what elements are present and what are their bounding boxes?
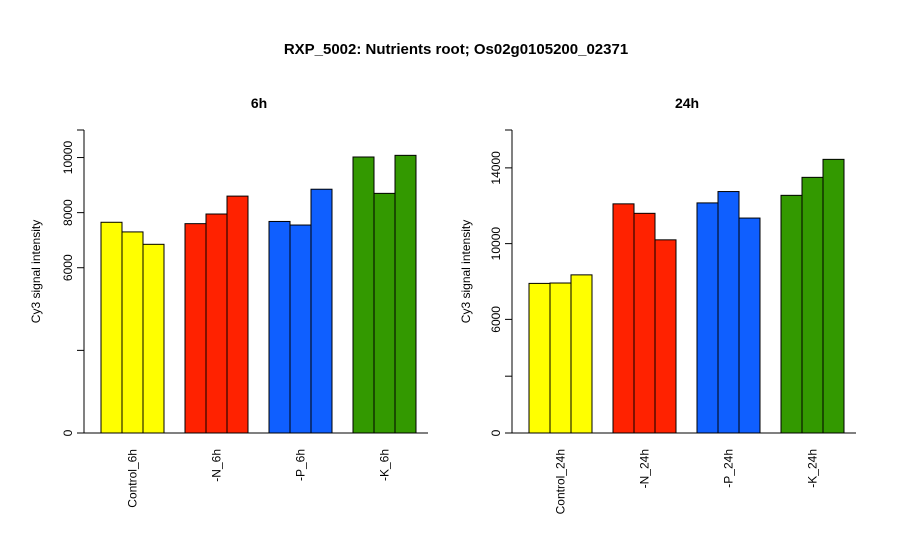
category-label: -P_6h — [294, 449, 308, 481]
bar--K_24h-2 — [801, 176, 824, 434]
bar--P_24h-2 — [717, 191, 740, 434]
bar--P_6h-2 — [289, 224, 312, 434]
bar--N_24h-1 — [612, 203, 635, 434]
bar--P_24h-3 — [738, 217, 761, 434]
bar--K_6h-2 — [373, 192, 396, 434]
y-tick-label: 10000 — [489, 227, 503, 261]
panel-24h: 24h Control_24h -N_24h -P_24h -K_24h 0 6000 100… — [459, 95, 856, 514]
category-label: Control_24h — [554, 449, 568, 514]
y-axis-label: Cy3 signal intensity — [29, 220, 43, 323]
panel-6h: 6h Control_6h -N_6h -P_6h -K_6h 0 6000 8000 1000… — [29, 95, 428, 508]
bar--K_24h-1 — [780, 194, 803, 434]
category-label: -P_24h — [722, 449, 736, 488]
category-label: -K_6h — [378, 449, 392, 481]
category-label: -N_24h — [638, 449, 652, 488]
chart-main-title: RXP_5002: Nutrients root; Os02g0105200_0… — [284, 41, 628, 58]
bar--N_6h-2 — [205, 213, 228, 434]
bar--N_24h-2 — [633, 212, 656, 434]
bar-Control_6h-2 — [121, 231, 144, 434]
y-tick-label: 10000 — [61, 141, 75, 175]
bar-Control_24h-3 — [570, 274, 593, 434]
bar-Control_24h-2 — [549, 282, 572, 434]
category-label: -K_24h — [806, 449, 820, 488]
y-tick-label: 0 — [489, 429, 503, 436]
y-axis-label: Cy3 signal intensity — [459, 220, 473, 323]
panel-title: 24h — [675, 95, 699, 111]
category-label: -N_6h — [210, 449, 224, 482]
y-tick-label: 6000 — [61, 254, 75, 281]
bar--P_6h-3 — [310, 188, 333, 434]
bar-Control_6h-1 — [100, 221, 123, 434]
bar--K_24h-3 — [822, 158, 845, 434]
bar--K_6h-1 — [352, 156, 375, 434]
bar--N_6h-1 — [184, 223, 207, 434]
y-tick-label: 8000 — [61, 199, 75, 226]
y-tick-label: 0 — [61, 429, 75, 436]
category-label: Control_6h — [126, 449, 140, 508]
bar--N_6h-3 — [226, 195, 249, 434]
bar--N_24h-3 — [654, 239, 677, 434]
panel-title: 6h — [251, 95, 267, 111]
bar--P_6h-1 — [268, 220, 291, 434]
y-tick-label: 14000 — [489, 151, 503, 185]
bar-Control_6h-3 — [142, 243, 165, 434]
bar--P_24h-1 — [696, 202, 719, 434]
bar--K_6h-3 — [394, 154, 417, 434]
y-tick-label: 6000 — [489, 306, 503, 333]
bar-Control_24h-1 — [528, 282, 551, 434]
